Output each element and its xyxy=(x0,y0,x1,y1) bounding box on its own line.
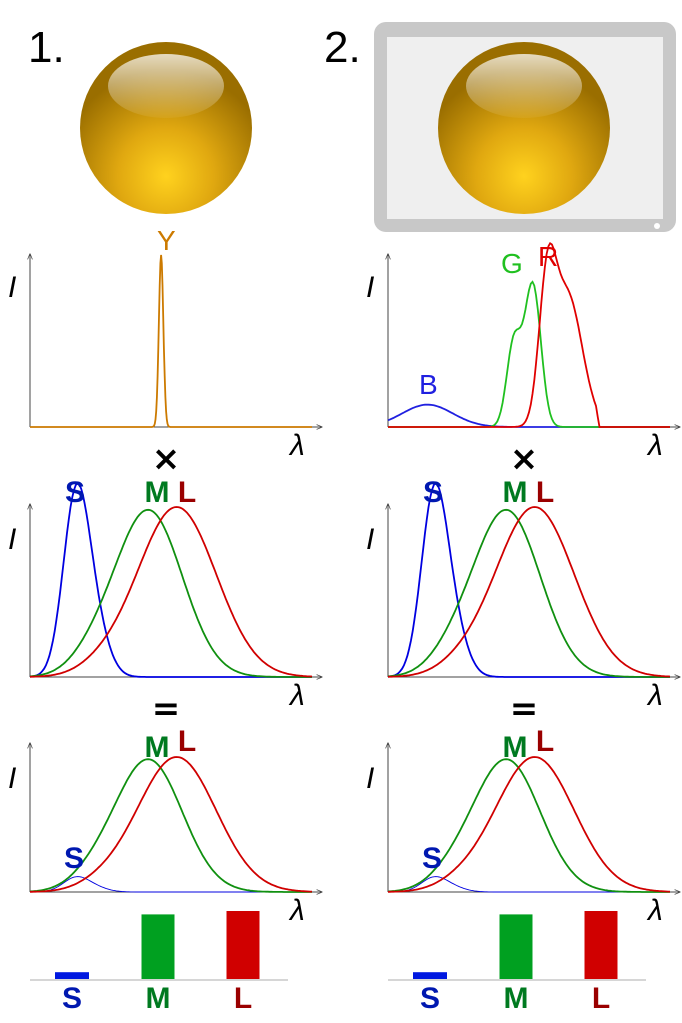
cone-label-m: M xyxy=(145,476,170,509)
cone-label-m: M xyxy=(504,982,529,1015)
cone-label-l: L xyxy=(536,725,554,758)
multiply-sign: × xyxy=(152,439,181,479)
cone-sensitivity-l xyxy=(29,506,313,678)
yellow-light-sphere-1 xyxy=(80,42,252,214)
cone-label-l: L xyxy=(234,982,252,1015)
peak-label-g: G xyxy=(501,248,523,279)
cone-label-m: M xyxy=(146,982,171,1015)
emission-spectrum-2: I λ B G R xyxy=(366,241,680,462)
cone-response-m xyxy=(29,758,312,893)
y-axis-label: I xyxy=(366,762,374,795)
equals-sign: = xyxy=(152,689,181,729)
x-axis-label: λ xyxy=(646,679,663,712)
panel-2-number: 2. xyxy=(324,23,361,72)
x-axis-label: λ xyxy=(646,429,663,462)
cone-bar-s xyxy=(55,972,89,979)
cone-label-l: L xyxy=(592,982,610,1015)
cone-sensitivity-m xyxy=(29,508,312,678)
x-axis-label: λ xyxy=(288,894,305,927)
cone-response-plot-1: Iλ S M L xyxy=(8,725,322,927)
cone-label-s: S xyxy=(420,982,440,1015)
cone-bar-s xyxy=(413,972,447,979)
y-axis-label: I xyxy=(8,762,16,795)
multiply-sign: × xyxy=(510,439,539,479)
cone-response-plot-2: Iλ S M L xyxy=(366,725,680,927)
yellow-light-sphere-2 xyxy=(438,42,610,214)
cone-response-l xyxy=(388,756,670,893)
cone-sensitivity-plot-2: Iλ S M L xyxy=(366,476,680,712)
cone-response-l xyxy=(30,756,312,893)
cone-sensitivity-plot-1: Iλ S M L xyxy=(8,476,322,712)
cone-label-l: L xyxy=(536,476,554,509)
cone-label-m: M xyxy=(145,731,170,764)
cone-label-s: S xyxy=(64,842,84,875)
peak-label-b: B xyxy=(419,369,438,400)
blue-emission-line xyxy=(387,403,670,428)
red-emission-line xyxy=(388,242,670,428)
cone-sensitivity-s xyxy=(29,482,312,678)
equals-sign: = xyxy=(510,689,539,729)
cone-label-s: S xyxy=(65,476,85,509)
cone-sensitivity-l xyxy=(387,506,671,678)
cone-label-m: M xyxy=(503,731,528,764)
cone-bar-l xyxy=(584,911,618,979)
cone-bar-m xyxy=(499,914,533,979)
y-axis-label: I xyxy=(8,271,16,304)
cone-sensitivity-m xyxy=(387,508,670,678)
cone-bar-l xyxy=(226,911,260,979)
panel-1-number: 1. xyxy=(28,23,65,72)
cone-label-s: S xyxy=(62,982,82,1015)
x-axis-label: λ xyxy=(646,894,663,927)
peak-label-y: Y xyxy=(157,225,176,256)
peak-label-r: R xyxy=(538,241,558,272)
y-axis-label: I xyxy=(8,523,16,556)
emission-spectrum-1: I λ Y xyxy=(8,225,322,462)
cone-label-l: L xyxy=(178,725,196,758)
cone-bar-m xyxy=(141,914,175,979)
cone-label-m: M xyxy=(503,476,528,509)
yellow-emission-line xyxy=(30,254,312,428)
y-axis-label: I xyxy=(366,523,374,556)
cone-label-s: S xyxy=(423,476,443,509)
y-axis-label: I xyxy=(366,271,374,304)
cone-label-s: S xyxy=(422,842,442,875)
x-axis-label: λ xyxy=(288,679,305,712)
x-axis-label: λ xyxy=(288,429,305,462)
cone-sensitivity-s xyxy=(387,482,670,678)
monitor-power-led xyxy=(654,223,660,229)
cone-label-l: L xyxy=(178,476,196,509)
cone-response-m xyxy=(387,758,670,893)
